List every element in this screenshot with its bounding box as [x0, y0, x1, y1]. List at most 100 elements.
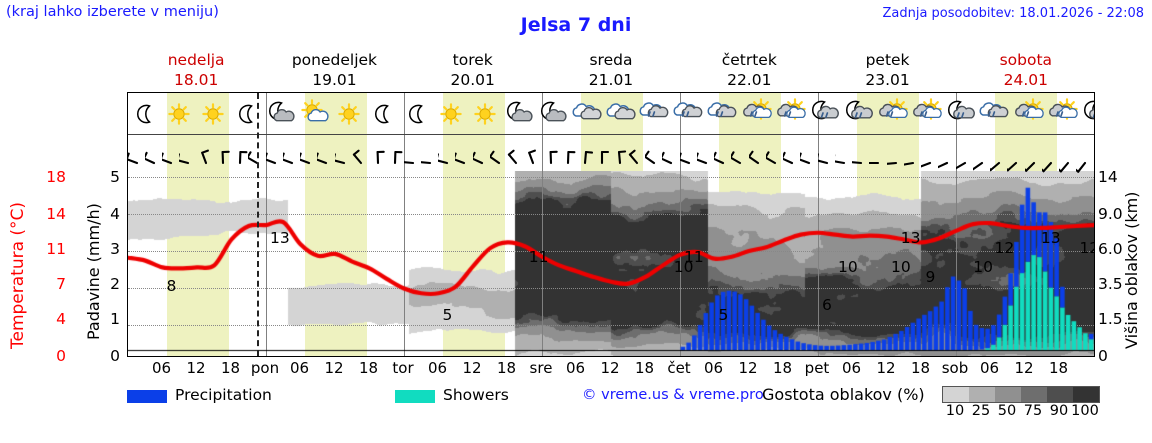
- wind-barb: [628, 135, 645, 171]
- weather-icon-sun-cloud-rain: [1012, 93, 1046, 134]
- wind-barb-icon: [1041, 161, 1052, 173]
- day-name: torek: [452, 51, 493, 69]
- wind-barb: [765, 135, 783, 171]
- wind-barb-icon: [438, 153, 449, 165]
- weather-icon-sun-cloud-rain: [774, 93, 808, 134]
- temp-tick-7: 7: [56, 275, 66, 293]
- wind-barb: [1007, 135, 1025, 172]
- wind-barb-icon: [352, 149, 362, 165]
- cloud-density-step: [1073, 387, 1099, 402]
- cloud-density-step: [969, 387, 995, 402]
- day-name: sobota: [999, 51, 1053, 69]
- x-tick-18: 18: [772, 359, 793, 377]
- x-tick-18: 18: [634, 359, 655, 377]
- cloud-density-step: [1021, 387, 1047, 402]
- weather-icon-sun-cloud: [298, 93, 332, 134]
- temp-tick-18: 18: [46, 168, 66, 186]
- weather-icon-sun: [332, 93, 366, 134]
- wind-barb-icon: [162, 152, 173, 165]
- day-header-petek: petek 23.01: [818, 50, 956, 92]
- wind-barb: [834, 135, 852, 171]
- moon-icon: [409, 104, 423, 123]
- moon-icon: [375, 104, 389, 123]
- wind-barb: [387, 135, 404, 171]
- day-header-ponedeljek: ponedeljek 19.01: [265, 50, 403, 92]
- weather-icon-row: [128, 93, 1094, 135]
- wind-barb: [438, 135, 456, 171]
- sun-cloud-rain-icon: [1049, 97, 1078, 120]
- x-tick-18: 18: [220, 359, 241, 377]
- wind-barb: [232, 135, 249, 171]
- wind-barb: [179, 135, 197, 171]
- cloud-tick-0: 0: [1098, 347, 1108, 365]
- wind-barb-icon: [394, 150, 403, 165]
- temp-label: 12: [1079, 238, 1095, 257]
- moon-cloud-icon: [269, 101, 295, 121]
- cloud-icon: [572, 102, 602, 119]
- weather-icon-cloud: [570, 93, 604, 134]
- weather-icon-moon-cloud-rain: [842, 93, 876, 134]
- day-name: nedelja: [167, 51, 225, 69]
- wind-barb-icon: [662, 151, 673, 165]
- temp-tick-14: 14: [46, 205, 66, 223]
- weather-icon-moon-cloud: [502, 93, 536, 134]
- day-name: ponedeljek: [291, 51, 378, 69]
- x-tick-12: 12: [186, 359, 206, 377]
- cloud-density-tick-25: 25: [971, 403, 991, 419]
- weather-icon-moon-cloud-rain: [1080, 93, 1094, 134]
- x-tick-06: 06: [565, 359, 586, 377]
- temp-tick-11: 11: [46, 240, 66, 258]
- wind-barb-icon: [679, 152, 690, 165]
- cloud-tick-14: 14: [1098, 168, 1118, 186]
- cloud-rain-icon: [979, 101, 1009, 117]
- moon-icon: [137, 104, 151, 123]
- wind-barb: [489, 135, 507, 171]
- wind-barb: [1076, 135, 1094, 173]
- moon-cloud-rain-icon: [948, 100, 975, 119]
- x-tick-12: 12: [876, 359, 896, 377]
- moon-cloud-icon: [507, 101, 533, 121]
- cloud-rain-icon: [673, 101, 703, 117]
- temp-label: 10: [973, 257, 993, 276]
- wind-barb: [1059, 135, 1077, 173]
- sun-icon: [168, 102, 190, 125]
- x-tick-sre: sre: [529, 359, 553, 377]
- cloud-density-legend-title: Gostota oblakov (%): [762, 385, 925, 404]
- wind-barb: [248, 135, 266, 171]
- weather-icon-sun: [162, 93, 196, 134]
- copyright-text[interactable]: © vreme.us & vreme.pro: [582, 387, 764, 403]
- wind-barb: [370, 135, 387, 171]
- x-tick-12: 12: [462, 359, 482, 377]
- showers-swatch: [395, 390, 435, 403]
- wind-barb: [679, 135, 697, 171]
- precip-tick-1: 1: [110, 310, 120, 328]
- weather-icon-sun-cloud-rain: [910, 93, 944, 134]
- wind-barb-icon: [1007, 161, 1018, 172]
- sun-icon: [440, 102, 462, 125]
- weather-icon-moon: [366, 93, 400, 134]
- wind-barb: [611, 135, 628, 171]
- weather-icon-sun: [196, 93, 230, 134]
- wind-barb: [300, 135, 318, 171]
- wind-barb: [1041, 135, 1059, 173]
- wind-barb-icon: [221, 150, 230, 165]
- wind-barb-icon: [376, 150, 385, 165]
- cloud-density-tick-75: 75: [1023, 403, 1043, 419]
- place-hint[interactable]: (kraj lahko izberete v meniju): [6, 4, 219, 20]
- wind-barb: [214, 135, 231, 171]
- x-tick-12: 12: [738, 359, 758, 377]
- wind-barb-icon: [403, 161, 414, 165]
- day-name: sreda: [589, 51, 633, 69]
- day-name: četrtek: [721, 51, 777, 69]
- wind-barb: [869, 135, 887, 171]
- x-tick-06: 06: [979, 359, 1000, 377]
- wind-barb-icon: [955, 161, 966, 170]
- wind-barb: [852, 135, 870, 171]
- wind-barb: [645, 135, 663, 171]
- day-header-row: nedelja 18.01 ponedeljek 19.01 torek 20.01 sre…: [127, 50, 1095, 92]
- wind-barb: [577, 135, 594, 171]
- wind-barb-icon: [265, 152, 276, 165]
- wind-barb: [921, 135, 939, 171]
- wind-barb-icon: [601, 150, 610, 165]
- showers-legend-label: Showers: [443, 386, 509, 404]
